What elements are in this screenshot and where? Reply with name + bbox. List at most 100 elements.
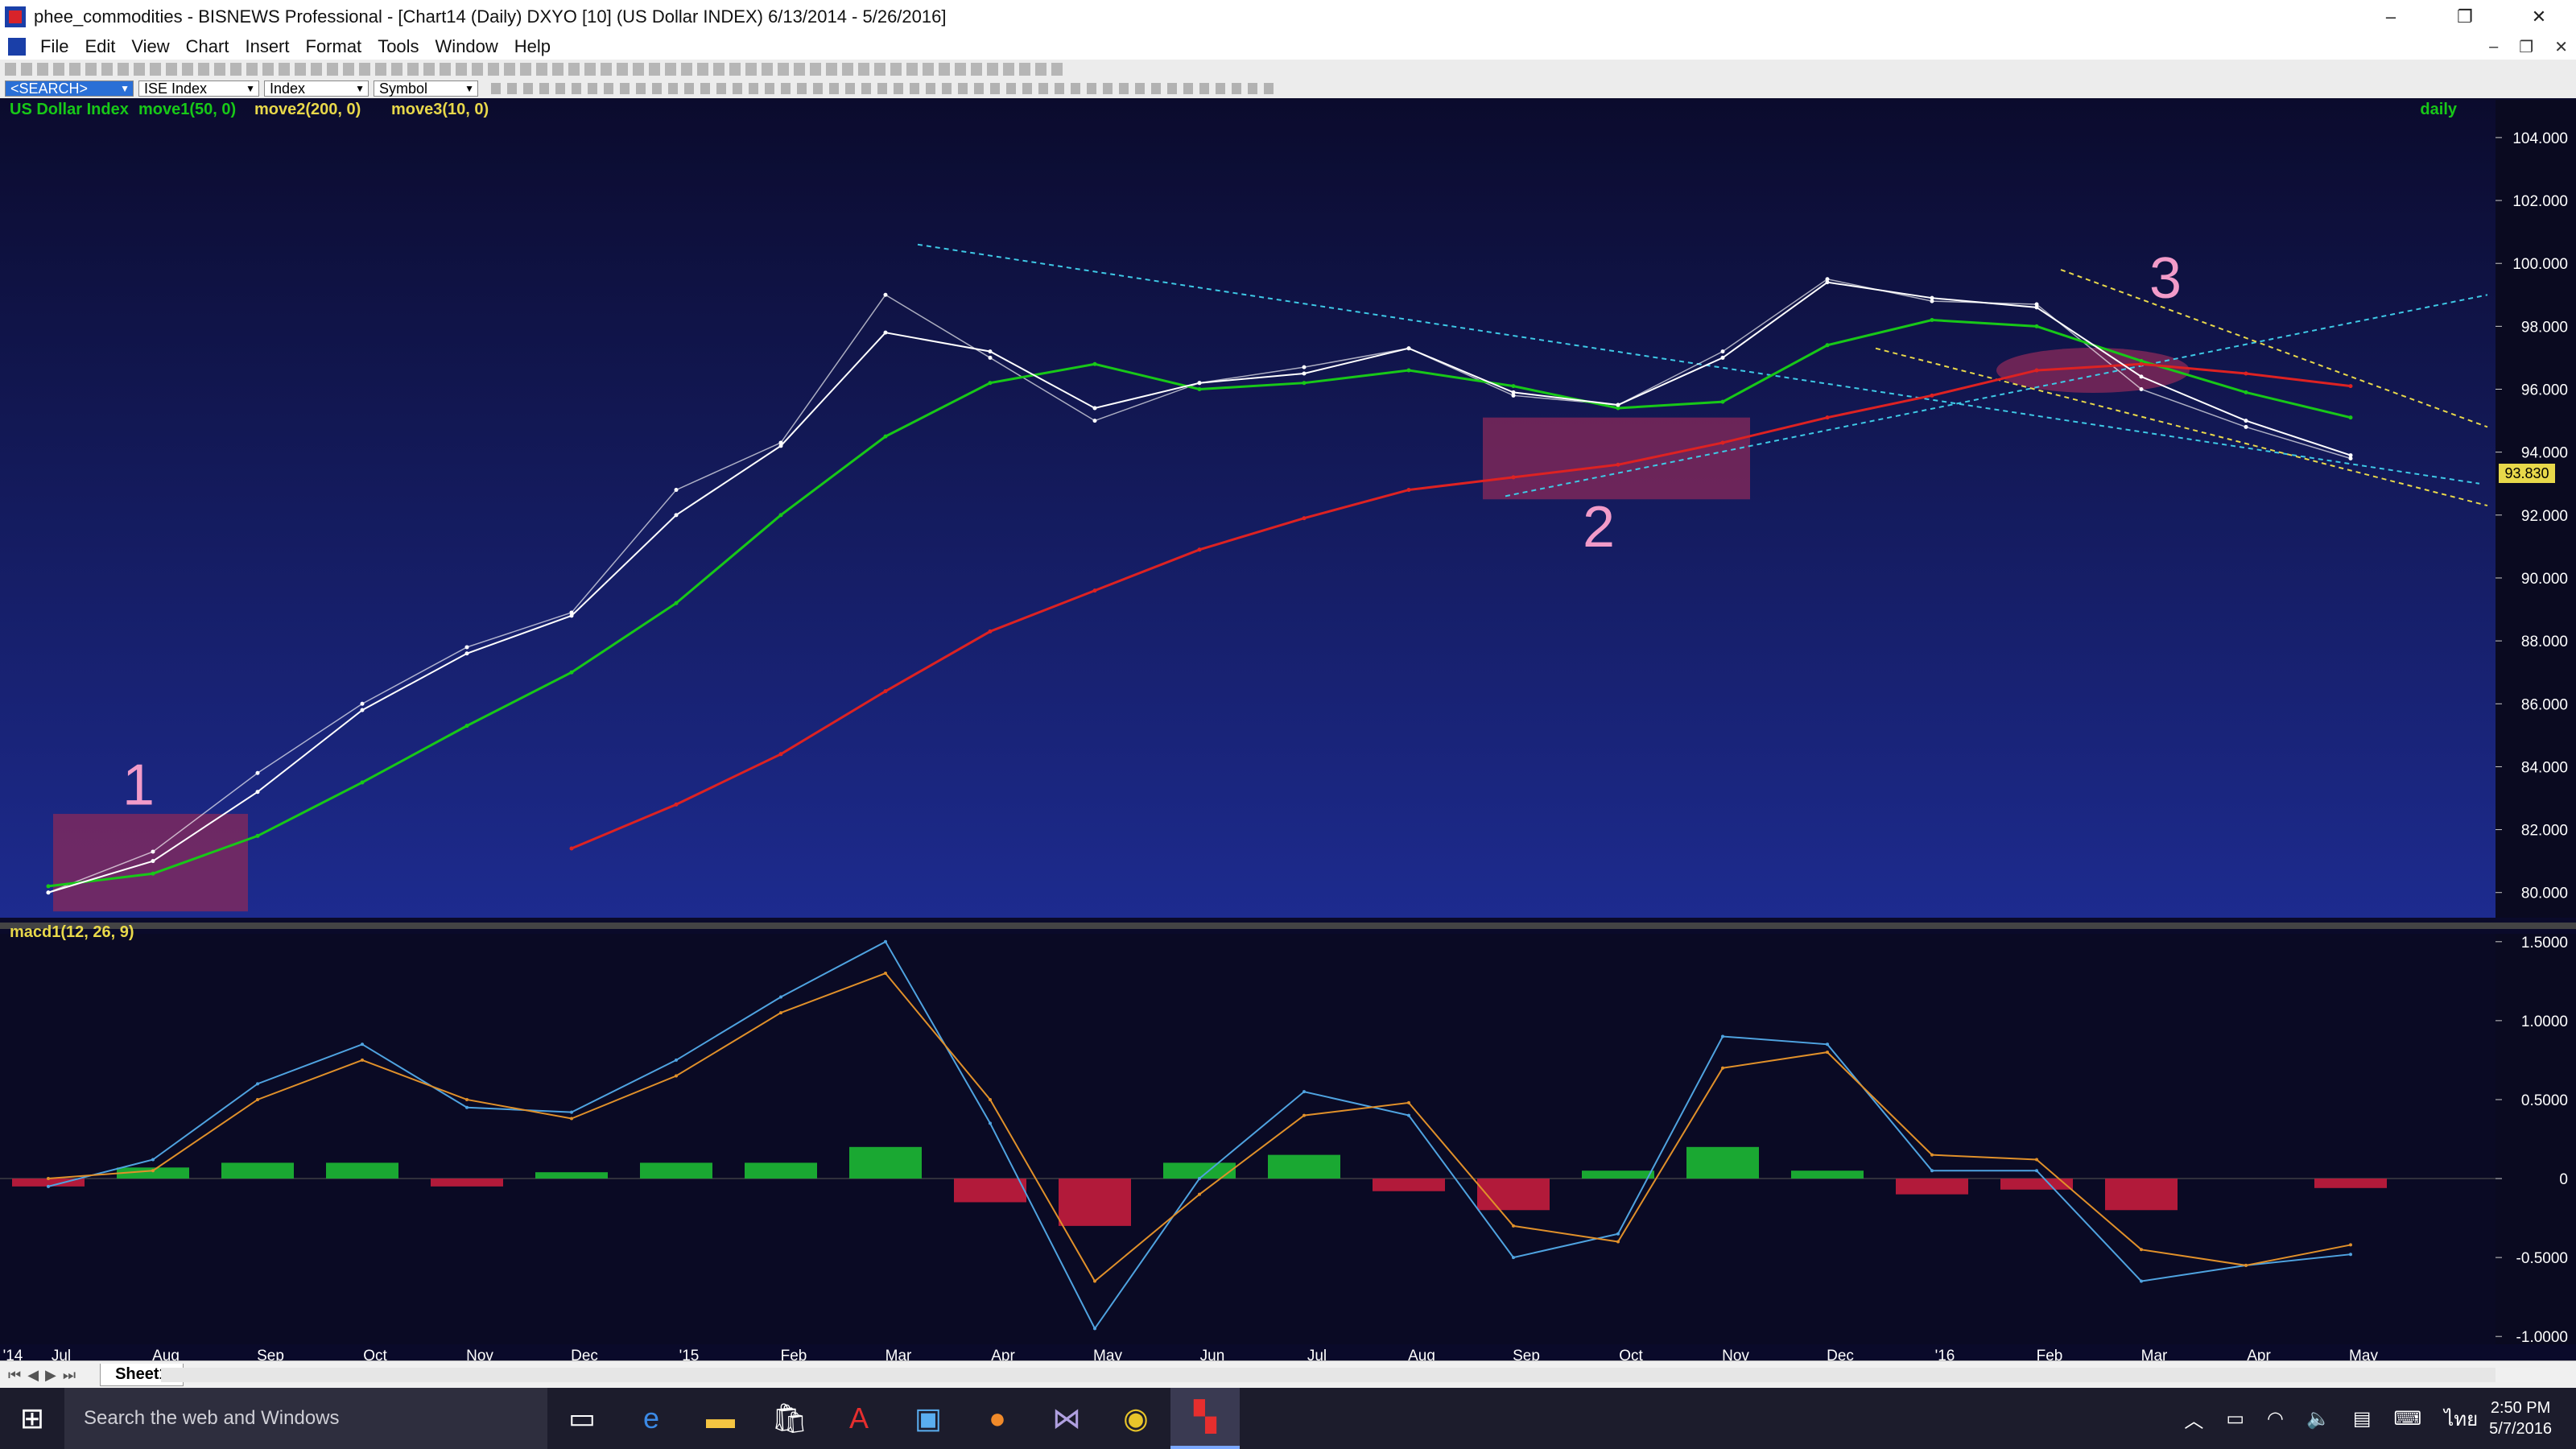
signal-point-10 <box>1093 1279 1096 1283</box>
annotation-3: 3 <box>2149 246 2182 311</box>
menu-view[interactable]: View <box>131 36 170 56</box>
menu-chart[interactable]: Chart <box>185 36 229 56</box>
price-point-0-12 <box>1302 365 1307 369</box>
price-point-3-16 <box>1720 355 1725 360</box>
store-icon[interactable]: 🛍 <box>771 1402 808 1435</box>
macd-point-9 <box>989 1121 992 1125</box>
menu-help[interactable]: Help <box>514 36 551 56</box>
macd-histogram-bar-22 <box>2314 1179 2387 1188</box>
prev-sheet-icon[interactable]: ◀ <box>27 1366 39 1383</box>
tray-chevron-up-icon[interactable]: ︿ <box>2184 1410 2204 1432</box>
price-tick-label-6: 92.000 <box>2521 508 2568 525</box>
task-view-icon[interactable]: ▭ <box>568 1402 596 1435</box>
drawing-toolbar-buttons[interactable] <box>491 83 1280 94</box>
chart-area[interactable]: US Dollar Index move1(50, 0) move2(200, … <box>0 98 2576 1360</box>
price-point-1-14 <box>1511 384 1516 389</box>
macd-point-3 <box>361 1042 364 1046</box>
price-point-1-2 <box>255 833 260 838</box>
bisnews-app-icon[interactable]: ▚ <box>1170 1388 1240 1449</box>
price-point-0-16 <box>1720 349 1725 354</box>
price-point-2-14 <box>1511 475 1516 480</box>
price-point-1-1 <box>151 871 155 876</box>
volume-icon[interactable]: 🔈 <box>2306 1407 2330 1430</box>
macd-histogram-bar-15 <box>1582 1170 1654 1179</box>
price-point-3-3 <box>360 708 365 712</box>
next-sheet-icon[interactable]: ▶ <box>45 1366 56 1383</box>
last-sheet-icon[interactable]: ⏭ <box>62 1366 76 1383</box>
macd-histogram-bar-18 <box>1896 1179 1968 1195</box>
price-point-1-17 <box>1825 343 1830 348</box>
mdi-restore-button[interactable]: ❐ <box>2519 38 2534 56</box>
macd-tick-label-5: -1.0000 <box>2516 1329 2568 1346</box>
mdi-minimize-button[interactable]: – <box>2489 37 2499 56</box>
signal-point-1 <box>151 1169 155 1173</box>
search-label: <SEARCH> <box>10 80 89 97</box>
price-point-0-1 <box>151 849 155 854</box>
symbol-label: Symbol <box>379 80 428 97</box>
menu-window[interactable]: Window <box>435 36 498 56</box>
signal-point-5 <box>570 1117 573 1121</box>
menu-insert[interactable]: Insert <box>245 36 290 56</box>
kind-dropdown[interactable]: Index ▼ <box>264 80 369 97</box>
macd-histogram-bar-1 <box>117 1167 189 1179</box>
first-sheet-icon[interactable]: ⏮ <box>8 1366 22 1383</box>
price-point-0-9 <box>988 355 993 360</box>
price-point-0-21 <box>2244 424 2248 429</box>
type-dropdown[interactable]: ISE Index ▼ <box>138 80 259 97</box>
battery-icon[interactable]: ▭ <box>2226 1407 2245 1430</box>
x-axis-label-17: Nov <box>1722 1348 1749 1360</box>
remote-desktop-icon[interactable]: ▣ <box>914 1402 942 1435</box>
signal-point-2 <box>256 1097 259 1101</box>
symbol-dropdown[interactable]: Symbol ▼ <box>374 80 478 97</box>
x-axis-label-8: Feb <box>781 1348 807 1360</box>
taskbar-search-input[interactable]: Search the web and Windows <box>64 1388 547 1449</box>
signal-point-7 <box>779 1011 782 1015</box>
signal-point-15 <box>1616 1240 1620 1244</box>
macd-point-14 <box>1512 1256 1515 1260</box>
price-point-1-8 <box>883 434 888 439</box>
close-button[interactable]: ✕ <box>2531 6 2547 27</box>
minimize-button[interactable]: – <box>2385 6 2396 27</box>
document-icon[interactable] <box>8 38 26 56</box>
app-icon[interactable] <box>5 6 26 27</box>
action-center-icon[interactable]: ▤ <box>2352 1407 2372 1430</box>
macd-histogram-bar-12 <box>1268 1154 1340 1179</box>
edge-browser-icon[interactable]: e <box>642 1402 660 1435</box>
acrobat-icon[interactable]: A <box>848 1402 869 1435</box>
menu-format[interactable]: Format <box>305 36 362 56</box>
zone-2 <box>1483 417 1750 500</box>
macd-point-13 <box>1407 1113 1410 1117</box>
search-dropdown[interactable]: <SEARCH> ▼ <box>5 80 134 97</box>
keyboard-icon[interactable]: ⌨ <box>2393 1407 2422 1430</box>
price-point-1-15 <box>1616 406 1620 411</box>
firefox-icon[interactable]: ● <box>989 1402 1006 1435</box>
bowtie-app-icon[interactable]: ⋈ <box>1052 1402 1081 1435</box>
price-point-2-17 <box>1825 415 1830 420</box>
price-point-3-15 <box>1616 402 1620 407</box>
macd-point-11 <box>1198 1177 1201 1181</box>
macd-point-20 <box>2140 1279 2143 1283</box>
restore-button[interactable]: ❐ <box>2457 6 2473 27</box>
file-explorer-icon[interactable]: ▬ <box>706 1402 735 1435</box>
macd-tick-label-1: 1.0000 <box>2521 1013 2568 1030</box>
mdi-close-button[interactable]: ✕ <box>2554 38 2568 56</box>
menu-file[interactable]: File <box>40 36 69 56</box>
toolbar-buttons[interactable] <box>5 63 1067 76</box>
price-point-3-8 <box>883 330 888 335</box>
macd-point-12 <box>1302 1090 1306 1094</box>
chrome-icon[interactable]: ◉ <box>1123 1402 1149 1435</box>
clock[interactable]: 2:50 PM 5/7/2016 <box>2489 1397 2552 1439</box>
price-point-3-4 <box>464 651 469 656</box>
price-point-1-18 <box>1930 318 1934 323</box>
signal-point-21 <box>2244 1263 2248 1267</box>
chart-svg[interactable]: US Dollar Index move1(50, 0) move2(200, … <box>0 98 2576 1360</box>
macd-histogram-bar-0 <box>12 1179 85 1187</box>
windows-start-icon[interactable]: ⊞ <box>19 1402 45 1435</box>
horizontal-scrollbar[interactable] <box>161 1368 2496 1382</box>
macd-tick-label-0: 1.5000 <box>2521 935 2568 952</box>
menu-tools[interactable]: Tools <box>378 36 419 56</box>
language-indicator[interactable]: ไทย <box>2444 1408 2479 1430</box>
legend-name: US Dollar Index <box>10 101 129 118</box>
menu-edit[interactable]: Edit <box>85 36 116 56</box>
wifi-icon[interactable]: ◠ <box>2267 1407 2284 1430</box>
